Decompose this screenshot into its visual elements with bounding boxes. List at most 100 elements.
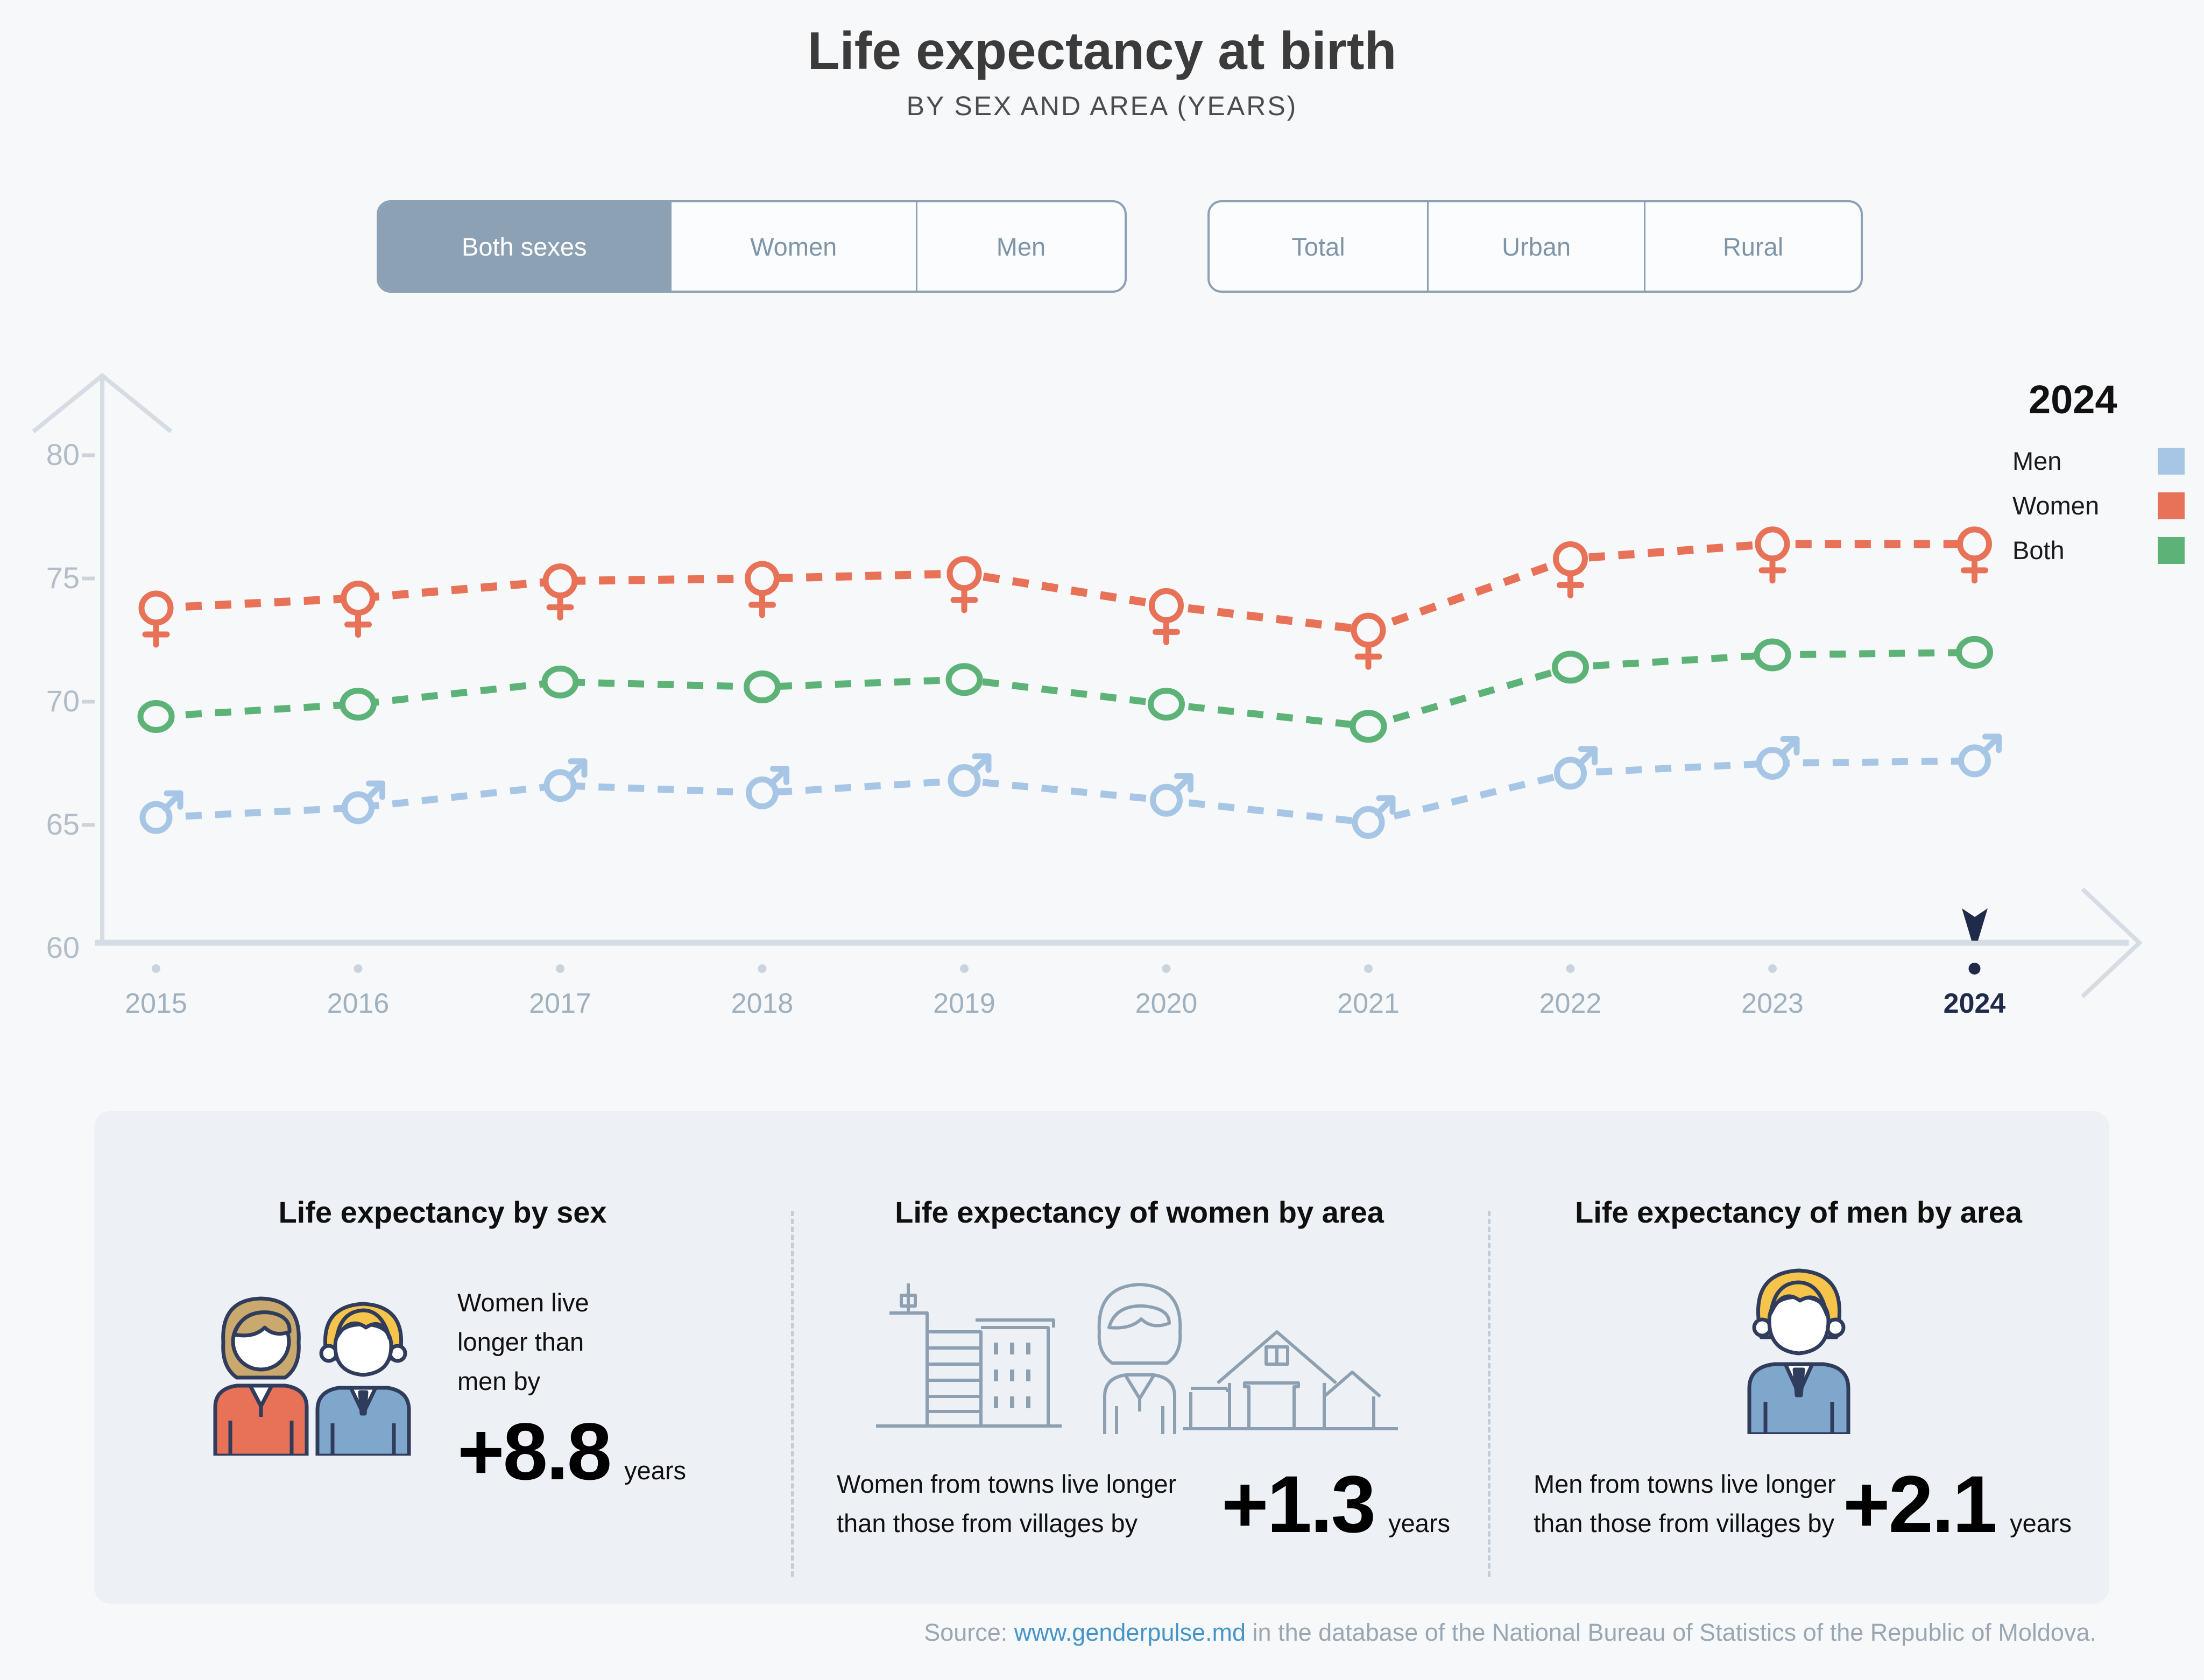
legend-item-women[interactable]: Women	[2012, 491, 2185, 520]
point-men-2015[interactable]	[139, 790, 183, 834]
y-tick-label: 75	[46, 561, 80, 595]
x-axis-label-2023: 2023	[1741, 988, 1804, 1019]
year-dot-2015	[152, 964, 160, 973]
women-area-gap-unit: years	[1388, 1509, 1450, 1537]
legend-label: Women	[2012, 491, 2100, 520]
toggle-area-urban[interactable]: Urban	[1427, 202, 1644, 291]
year-pointer[interactable]	[1962, 908, 1988, 941]
point-men-2016[interactable]	[342, 780, 385, 824]
point-women-2023[interactable]	[1755, 526, 1790, 584]
point-both-2024[interactable]	[1956, 636, 1993, 669]
point-women-2015[interactable]	[138, 590, 174, 648]
card-text-line: than those from villages by	[837, 1509, 1138, 1537]
point-men-2017[interactable]	[543, 758, 588, 802]
point-men-2022[interactable]	[1554, 746, 1598, 790]
sex-gap-unit: years	[624, 1456, 687, 1485]
x-axis-label-2016: 2016	[327, 988, 390, 1019]
year-dot-2020	[1162, 964, 1171, 973]
point-women-2020[interactable]	[1149, 588, 1184, 645]
point-women-2017[interactable]	[542, 563, 578, 621]
legend-label: Men	[2012, 447, 2062, 475]
year-dot-2021	[1364, 964, 1373, 973]
point-both-2019[interactable]	[945, 663, 983, 696]
card-life-expectancy-by-sex: Life expectancy by sex	[94, 1111, 791, 1604]
page-title: Life expectancy at birth	[807, 21, 1397, 80]
card-text-line: Women live	[457, 1288, 589, 1317]
year-dot-2016	[354, 964, 363, 973]
area-toggle-group: Total Urban Rural	[1207, 200, 1863, 293]
point-both-2020[interactable]	[1148, 688, 1185, 721]
x-axis-label-2015: 2015	[125, 988, 187, 1019]
point-men-2019[interactable]	[948, 753, 992, 797]
point-both-2023[interactable]	[1754, 638, 1791, 672]
point-women-2024[interactable]	[1957, 526, 1992, 584]
point-both-2018[interactable]	[744, 670, 781, 704]
year-dot-2024	[1968, 963, 1981, 975]
sex-gap-value: +8.8	[457, 1406, 612, 1497]
legend-swatch	[2158, 492, 2185, 519]
toggle-sex-women[interactable]: Women	[669, 202, 916, 291]
legend-item-men[interactable]: Men	[2012, 446, 2185, 476]
x-axis-label-2022: 2022	[1539, 988, 1602, 1019]
toggle-area-total[interactable]: Total	[1210, 202, 1427, 291]
x-axis-label-2019: 2019	[933, 988, 995, 1019]
year-dot-2019	[960, 964, 969, 973]
series-line-women	[156, 540, 1975, 634]
y-tick-label: 60	[46, 930, 80, 964]
legend-label: Both	[2012, 536, 2065, 564]
page-subtitle: BY SEX AND AREA (YEARS)	[906, 91, 1298, 121]
point-both-2022[interactable]	[1552, 651, 1589, 684]
summary-panel: Life expectancy by sex	[94, 1111, 2109, 1604]
source-suffix: in the database of the National Bureau o…	[1246, 1619, 2096, 1646]
point-men-2018[interactable]	[746, 765, 789, 809]
point-men-2023[interactable]	[1756, 736, 1800, 780]
point-both-2016[interactable]	[340, 688, 377, 721]
toggle-area-rural[interactable]: Rural	[1644, 202, 1861, 291]
year-dot-2023	[1768, 964, 1777, 973]
life-expectancy-chart[interactable]: 60 65 70 75 80 2015 2016 2017 2018 2019 2020 2021 20…	[0, 301, 2204, 1076]
point-women-2021[interactable]	[1351, 612, 1386, 670]
town-woman-village-icon	[791, 1267, 1488, 1434]
toggle-sex-men[interactable]: Men	[915, 202, 1125, 291]
year-dot-2018	[758, 964, 767, 973]
woman-and-man-icon	[204, 1278, 420, 1492]
legend-swatch	[2158, 537, 2185, 564]
series-line-both	[156, 648, 1975, 730]
chart-legend: 2024 Men Women Both	[2012, 377, 2185, 580]
card-text-line: Men from towns live longer	[1534, 1470, 1836, 1499]
card-text-line: men by	[457, 1366, 541, 1395]
y-tick-label: 70	[46, 684, 80, 718]
point-men-2021[interactable]	[1352, 795, 1396, 839]
point-both-2015[interactable]	[137, 700, 175, 733]
point-women-2019[interactable]	[946, 556, 982, 613]
x-axis-label-2024: 2024	[1944, 988, 2006, 1019]
point-women-2018[interactable]	[745, 561, 780, 618]
legend-item-both[interactable]: Both	[2012, 535, 2185, 565]
card-divider	[1488, 1211, 1490, 1577]
card-title: Life expectancy of men by area	[1574, 1195, 2022, 1229]
card-text-line: Women from towns live longer	[837, 1470, 1177, 1499]
source-link[interactable]: www.genderpulse.md	[1014, 1619, 1246, 1646]
legend-year-title: 2024	[2029, 377, 2117, 422]
x-axis-label-2018: 2018	[731, 988, 794, 1019]
sex-toggle-group: Both sexes Women Men	[377, 200, 1127, 293]
women-area-gap-value: +1.3	[1221, 1459, 1376, 1549]
point-women-2016[interactable]	[341, 581, 376, 638]
legend-swatch	[2158, 447, 2185, 475]
point-women-2022[interactable]	[1553, 541, 1588, 598]
x-axis-label-2021: 2021	[1337, 988, 1400, 1019]
card-title: Life expectancy of women by area	[895, 1195, 1384, 1229]
point-men-2020[interactable]	[1150, 773, 1193, 817]
toggle-sex-both-sexes[interactable]: Both sexes	[379, 202, 670, 291]
card-text-line: longer than	[457, 1327, 584, 1356]
point-both-2017[interactable]	[541, 665, 579, 698]
card-title: Life expectancy by sex	[278, 1195, 607, 1229]
source-line: Source: www.genderpulse.md in the databa…	[924, 1619, 2096, 1647]
x-axis-label-2020: 2020	[1135, 988, 1198, 1019]
men-area-gap-unit: years	[2010, 1509, 2072, 1537]
point-both-2021[interactable]	[1350, 710, 1387, 743]
point-men-2024[interactable]	[1958, 733, 2002, 778]
card-women-by-area: Life expectancy of women by area	[791, 1111, 1488, 1604]
card-text-line: than those from villages by	[1534, 1509, 1835, 1537]
y-tick-label: 80	[46, 437, 80, 471]
